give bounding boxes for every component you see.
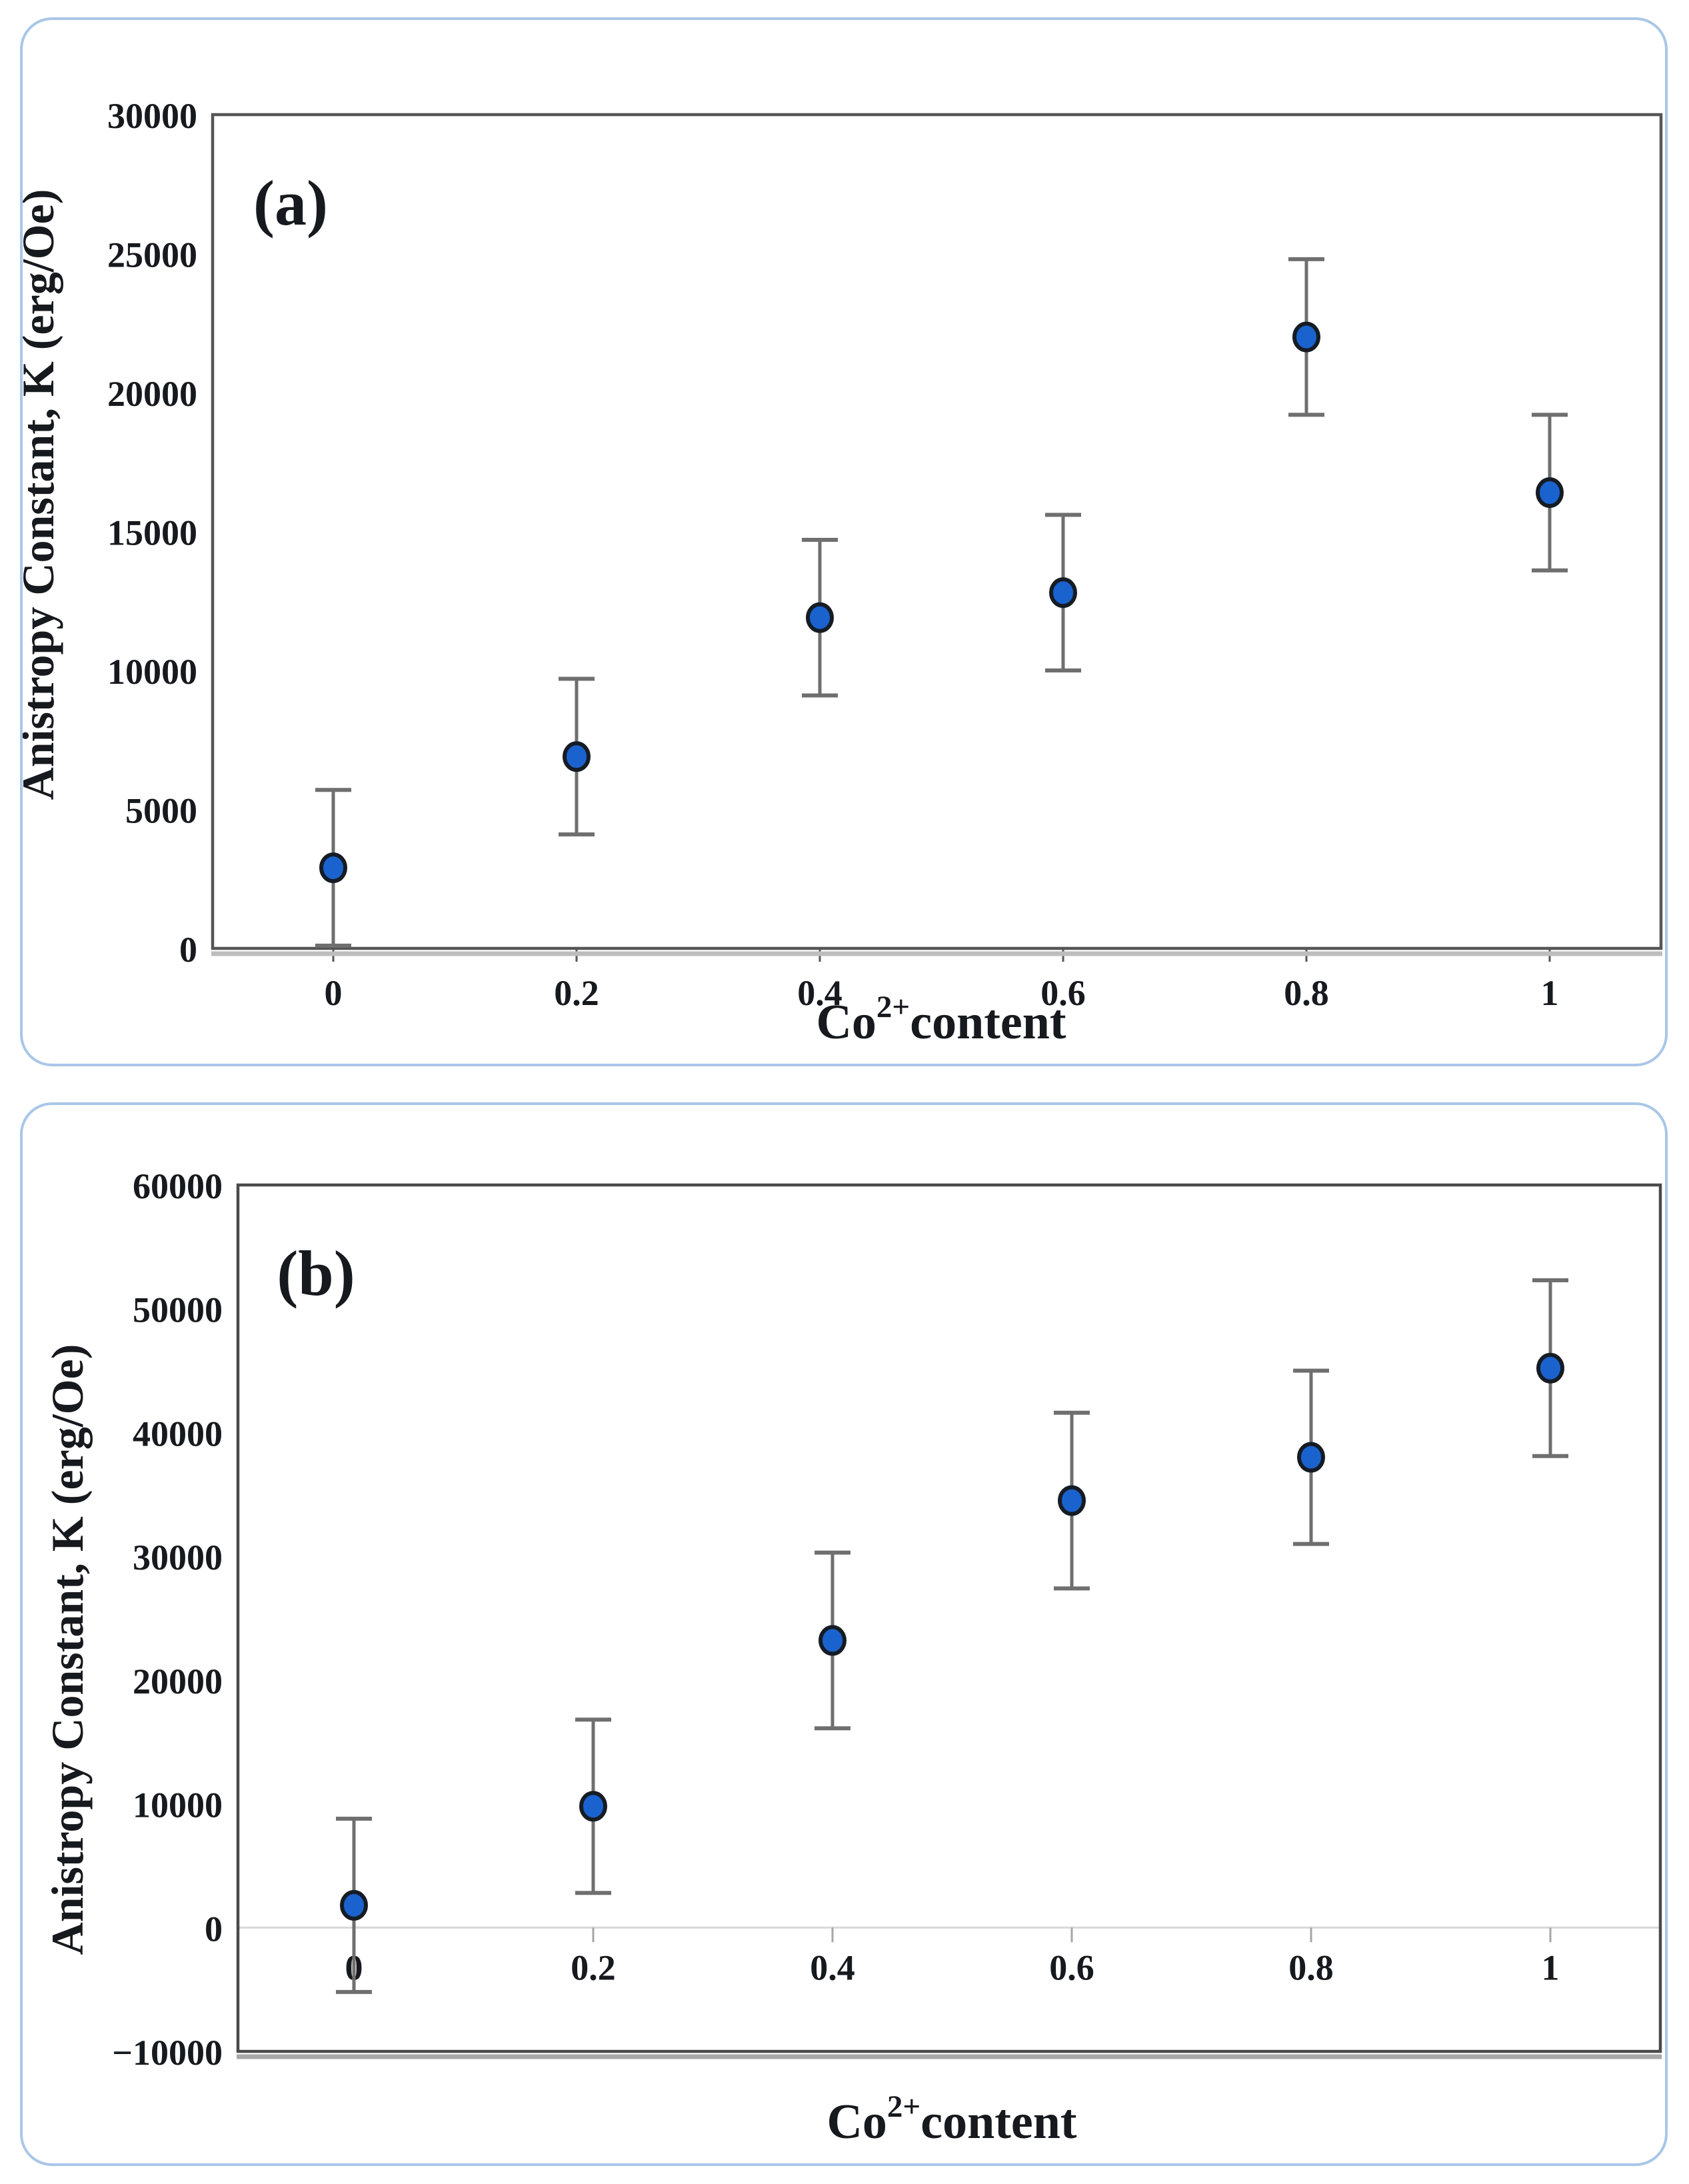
data-point-group: [1532, 413, 1568, 572]
x-tick-label: 0.2: [571, 1947, 616, 1987]
x-tick-label: 0.6: [1049, 1947, 1094, 1987]
y-axis-title: Anistropy Constant, K (erg/Oe): [42, 1344, 93, 1955]
y-tick-label: 10000: [107, 652, 197, 692]
y-tick-label: 25000: [107, 235, 197, 275]
data-marker: [1049, 577, 1077, 608]
x-tick-label: 1: [1541, 973, 1559, 1013]
data-point-group: [1054, 1410, 1090, 1591]
y-tick-label: 60000: [133, 1166, 223, 1206]
y-tick-label: 0: [205, 1909, 223, 1949]
panel-tag: (a): [253, 167, 328, 239]
y-tick-label: 30000: [107, 96, 197, 136]
y-tick-label: 50000: [133, 1290, 223, 1330]
y-tick-label: 40000: [133, 1414, 223, 1454]
x-tick-label: 0.6: [1040, 973, 1086, 1013]
y-tick-label: 20000: [133, 1661, 223, 1701]
data-point-group: [315, 788, 351, 948]
panel-b-card: 6000050000400003000020000100000−1000000.…: [20, 1102, 1668, 2166]
data-marker: [319, 852, 347, 884]
x-tick-label: 0.4: [797, 973, 843, 1013]
y-axis-title: Anistropy Constant, K (erg/Oe): [23, 189, 63, 800]
x-tick-label: 0: [325, 973, 343, 1013]
plot-border: [211, 113, 1663, 950]
data-point-group: [1293, 1368, 1329, 1546]
y-tick-label: 15000: [107, 513, 197, 553]
x-tick-label: 0.8: [1284, 973, 1329, 1013]
data-marker: [579, 1791, 607, 1822]
scatter-chart-panel-b: 6000050000400003000020000100000−1000000.…: [42, 1166, 1662, 2149]
y-tick-label: 20000: [107, 374, 197, 414]
y-tick-label: 5000: [125, 791, 197, 831]
data-point-group: [336, 1816, 372, 1994]
data-marker: [1536, 477, 1564, 509]
panel-a-card: 30000 25000 20000 15000 10000 5000 0 0 0.2 0.4 0.6…: [20, 17, 1668, 1066]
data-marker: [1297, 1442, 1325, 1473]
data-marker: [806, 602, 834, 633]
y-tick-label: 10000: [133, 1785, 223, 1825]
data-marker: [1536, 1352, 1564, 1384]
x-tick-label: 1: [1542, 1947, 1560, 1987]
x-tick-label: 0.8: [1288, 1947, 1334, 1987]
scatter-chart-panel-a: 30000 25000 20000 15000 10000 5000 0 0 0.2 0.4 0.6…: [23, 96, 1663, 1050]
data-point-group: [1532, 1278, 1568, 1458]
data-point-group: [1288, 257, 1324, 417]
y-tick-label: 30000: [133, 1538, 223, 1578]
data-point-group: [1045, 513, 1081, 672]
data-marker: [340, 1889, 368, 1921]
x-tick-label: 0.2: [554, 973, 599, 1013]
x-axis-title: Co2+content: [827, 2089, 1076, 2149]
data-marker: [819, 1625, 846, 1656]
data-marker: [563, 741, 591, 772]
data-point-group: [575, 1717, 611, 1895]
y-tick-label: 0: [179, 930, 197, 970]
plot-border: [236, 1183, 1662, 2053]
panel-tag: (b): [277, 1238, 355, 1309]
data-point-group: [802, 538, 838, 698]
data-point-group: [815, 1550, 850, 1731]
x-tick-label: 0.4: [810, 1947, 855, 1987]
data-marker: [1292, 321, 1320, 353]
data-point-group: [559, 676, 595, 837]
data-marker: [1058, 1485, 1086, 1516]
x-axis-title: Co2+content: [816, 990, 1066, 1050]
y-tick-label: −10000: [112, 2033, 223, 2073]
